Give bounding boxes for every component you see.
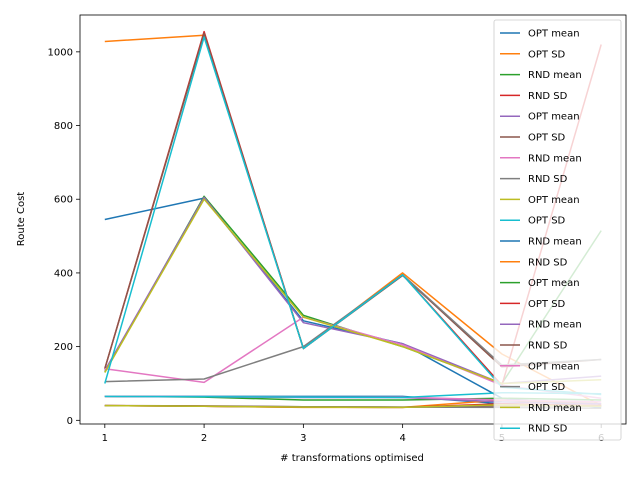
y-tick-label: 400 — [54, 268, 73, 279]
legend-label: OPT mean — [528, 29, 580, 40]
x-tick-label: 4 — [399, 433, 405, 444]
legend-label: OPT SD — [528, 382, 566, 393]
legend-label: RND mean — [528, 320, 582, 331]
plot-frame — [79, 14, 627, 425]
legend-label: OPT SD — [528, 299, 566, 310]
legend: OPT mean OPT SD RND mean RND SD OPT mean OPT … — [493, 19, 622, 441]
legend-label: OPT SD — [528, 133, 566, 144]
legend-label: RND SD — [528, 424, 568, 435]
legend-label: RND mean — [528, 153, 582, 164]
legend-label: RND mean — [528, 237, 582, 248]
legend-label: OPT SD — [528, 49, 566, 60]
legend-label: RND SD — [528, 91, 568, 102]
y-tick-label: 1000 — [48, 47, 73, 58]
y-tick-label: 0 — [67, 416, 73, 427]
legend-label: OPT mean — [528, 278, 580, 289]
legend-label: RND SD — [528, 174, 568, 185]
legend-label: RND mean — [528, 70, 582, 81]
legend-label: OPT mean — [528, 361, 580, 372]
y-tick-label: 600 — [54, 195, 73, 206]
legend-box — [493, 19, 622, 441]
legend-label: OPT mean — [528, 112, 580, 123]
x-tick-label: 1 — [102, 433, 108, 444]
x-tick-label: 3 — [300, 433, 306, 444]
x-axis-label: # transformations optimised — [280, 453, 424, 464]
legend-label: RND SD — [528, 341, 568, 352]
legend-label: OPT SD — [528, 216, 566, 227]
legend-label: RND mean — [528, 403, 582, 414]
legend-label: OPT mean — [528, 195, 580, 206]
x-tick-label: 2 — [201, 433, 207, 444]
y-axis-ticks: 0 200 400 600 800 1000 — [48, 47, 80, 427]
legend-label: RND SD — [528, 257, 568, 268]
y-tick-label: 200 — [54, 342, 73, 353]
y-tick-label: 800 — [54, 121, 73, 132]
y-axis-label: Route Cost — [16, 192, 27, 247]
